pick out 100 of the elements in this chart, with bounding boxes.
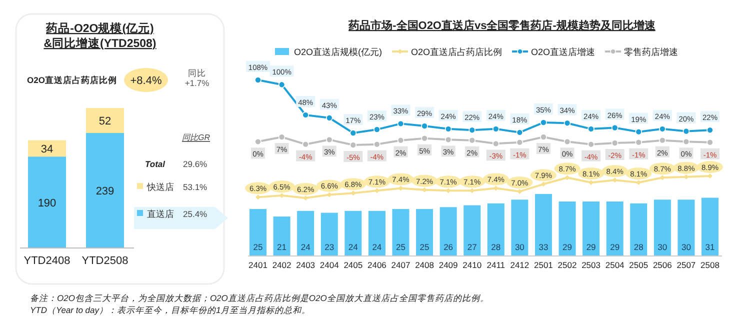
point: [468, 126, 476, 134]
bar: [392, 209, 410, 256]
bar: [86, 108, 124, 134]
data-label: 24: [348, 242, 358, 252]
x-tick-label: 2508: [700, 260, 720, 270]
text: 53.1%: [183, 182, 208, 192]
legend-label: O2O直送店占药店比例: [411, 47, 502, 57]
point: [492, 140, 500, 148]
bar: [630, 203, 648, 256]
x-tick-label: 2507: [676, 260, 696, 270]
point: [421, 134, 428, 142]
point: [540, 119, 547, 126]
point: [302, 140, 309, 148]
bar: [702, 198, 718, 256]
point: [564, 120, 571, 126]
point: [611, 124, 618, 132]
bar: [250, 209, 266, 256]
x-tick-label: 2406: [367, 260, 387, 270]
data-label: 30: [514, 242, 525, 252]
point: [588, 126, 594, 132]
x-tick-label: 2405: [344, 260, 363, 270]
data-label: 25: [396, 242, 406, 252]
point: [492, 126, 500, 132]
bar: [558, 202, 576, 256]
point: [397, 136, 404, 144]
point: [564, 138, 571, 146]
x-tick-label: 2408: [415, 260, 434, 270]
x-tick-label: 2411: [486, 260, 506, 270]
point: [421, 122, 428, 130]
point: [444, 136, 452, 144]
data-label: 33: [538, 242, 548, 252]
data-label: 21: [277, 242, 287, 252]
legend-label: O2O直送店规模(亿元): [294, 47, 382, 57]
chart-title: 药品市场-全国O2O直送店vs全国零售药店-规模趋势及同比增速: [348, 19, 656, 32]
point: [326, 136, 333, 144]
data-label: 27: [467, 242, 478, 252]
point: [540, 134, 547, 140]
data-label: 24: [300, 242, 311, 252]
text: 25.4%: [183, 209, 208, 219]
text: O2O直送店占药店比例: [27, 75, 117, 85]
point: [708, 174, 712, 178]
data-label: 25: [420, 242, 430, 252]
x-tick-label: 2505: [629, 260, 648, 270]
point: [516, 138, 524, 146]
bar: [344, 210, 362, 256]
x-tick-label: 2403: [296, 260, 316, 270]
bar: [440, 207, 457, 256]
data-label: 190: [38, 197, 56, 210]
text: YTD（Year to day）：表示年至今，目标年份的1月至当月指标的总和。: [30, 305, 311, 315]
text: +1.7%: [184, 78, 210, 88]
bar: [534, 194, 552, 256]
legend-label: 零售药店增速: [624, 47, 678, 57]
point: [468, 136, 476, 144]
bar: [487, 203, 504, 256]
x-tick-label: 2501: [534, 260, 554, 270]
point: [374, 126, 380, 133]
data-label: 52: [98, 116, 112, 128]
point: [256, 194, 260, 200]
x-tick-label: YTD2408: [24, 255, 70, 267]
legend-label: O2O直送店增速: [531, 47, 596, 57]
point: [302, 112, 309, 118]
x-tick-label: 2402: [272, 260, 292, 270]
text: +8.4%: [130, 75, 162, 87]
text: 同比: [188, 68, 206, 78]
point: [588, 140, 594, 148]
bar: [273, 216, 290, 256]
bar: [678, 200, 695, 256]
point: [254, 138, 262, 146]
data-label: 239: [96, 186, 114, 198]
bar: [654, 200, 671, 256]
point: [397, 120, 404, 128]
x-tick-label: 2412: [510, 260, 530, 270]
x-tick-label: 2506: [652, 260, 672, 270]
bar: [511, 200, 528, 256]
data-label: 30: [681, 242, 692, 252]
legend-label: 直送店: [147, 209, 174, 219]
data-label: 25: [253, 242, 263, 252]
bar: [582, 202, 600, 256]
text: 29.6%: [183, 159, 208, 169]
bar: [416, 209, 434, 256]
point: [516, 129, 524, 136]
point: [326, 114, 333, 122]
point: [278, 81, 286, 88]
text: 同比GR: [182, 133, 210, 142]
data-label: 23: [324, 242, 334, 252]
point: [350, 130, 357, 136]
bar: [320, 212, 338, 256]
data-label: 24: [372, 242, 382, 252]
data-label: 31: [705, 242, 715, 252]
data-label: 29: [562, 242, 572, 252]
x-tick-label: 2410: [462, 260, 482, 270]
bar: [606, 202, 624, 256]
x-tick-label: 2407: [391, 260, 410, 270]
bar: [28, 156, 66, 248]
x-tick-label: 2401: [248, 260, 268, 270]
text: 备注：O2O包含三大平台，为全国放大数据；O2O直送店占药店比例是O2O全国放大直送店占全国零售药店的比例。: [30, 293, 489, 303]
x-tick-label: 2504: [605, 260, 625, 270]
text: Total: [145, 159, 166, 169]
point: [278, 134, 286, 140]
point: [350, 142, 357, 148]
